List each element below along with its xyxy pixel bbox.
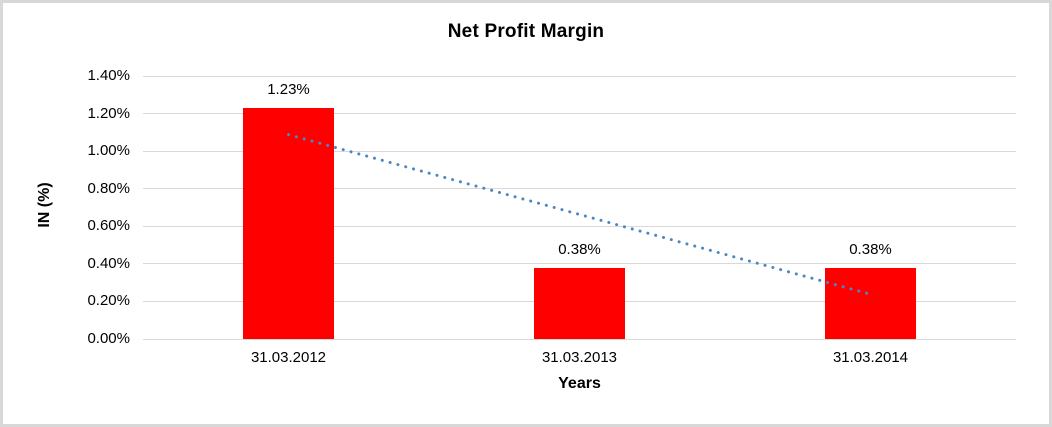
- y-tick-label: 0.00%: [87, 330, 130, 347]
- y-tick-label: 1.40%: [87, 67, 130, 84]
- y-tick-label: 0.20%: [87, 292, 130, 310]
- gridline: [143, 75, 1016, 77]
- bar-data-label: 1.23%: [267, 80, 310, 98]
- gridline: [143, 150, 1016, 152]
- gridline: [143, 263, 1016, 265]
- plot-area: 1.23% 0.38% 0.38%: [143, 75, 1016, 340]
- x-tick-label: 31.03.2014: [832, 349, 909, 366]
- gridline: [143, 338, 1016, 340]
- bar: [534, 267, 625, 339]
- gridline: [143, 225, 1016, 227]
- y-tick-label: 1.00%: [87, 142, 130, 160]
- trendline-path: [287, 133, 872, 296]
- y-tick-label: 0.60%: [87, 217, 130, 235]
- y-tick-label: 0.80%: [87, 179, 130, 197]
- x-tick-label: 31.03.2013: [541, 349, 618, 366]
- bar-data-label: 0.38%: [849, 240, 892, 258]
- bar-data-label: 0.38%: [558, 240, 601, 258]
- chart-title: Net Profit Margin: [447, 21, 605, 42]
- y-tick-label: 1.20%: [87, 104, 130, 122]
- gridline: [143, 188, 1016, 190]
- x-tick-label: 31.03.2012: [250, 349, 327, 366]
- trendline: [287, 133, 872, 296]
- x-axis-title: Years: [558, 375, 601, 392]
- bar: [825, 267, 916, 339]
- bar: [243, 107, 334, 339]
- gridline: [143, 113, 1016, 115]
- y-tick-label: 0.40%: [87, 254, 130, 272]
